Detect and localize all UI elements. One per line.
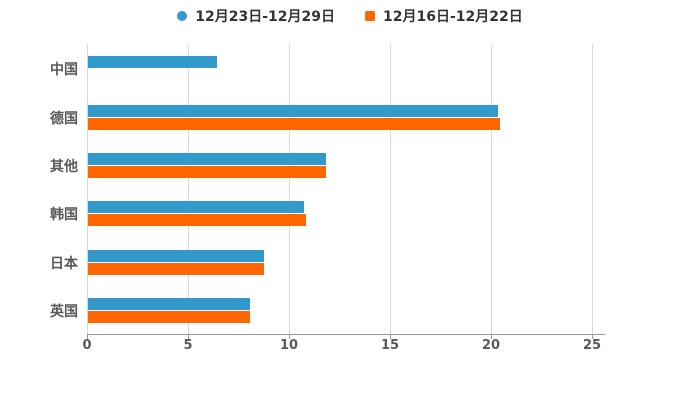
legend-square-marker-icon — [365, 11, 375, 21]
x-axis-tick-label-10: 10 — [279, 338, 299, 353]
x-axis-tick-label-15: 15 — [380, 338, 400, 353]
plot-area: 0 5 10 15 20 25 中国德国其他韩国日本英国 — [50, 45, 605, 353]
x-axis-tick-label-5: 5 — [183, 338, 193, 353]
legend: 12月23日-12月29日 12月16日-12月22日 — [0, 5, 700, 27]
legend-label-week-dec16-22: 12月16日-12月22日 — [383, 9, 523, 25]
gridline-x0 — [87, 45, 88, 334]
gridline-x10 — [289, 45, 290, 334]
bar-韩国-series-2 — [88, 214, 307, 227]
legend-item-week-dec23-29[interactable]: 12月23日-12月29日 — [177, 6, 335, 26]
gridline-x20 — [491, 45, 492, 334]
x-axis-tick-10 — [289, 334, 290, 339]
bar-英国-series-1 — [88, 297, 250, 310]
bar-中国-series-1 — [88, 56, 218, 69]
gridline-x5 — [188, 45, 189, 334]
bar-德国-series-2 — [88, 117, 501, 130]
x-axis-tick-label-20: 20 — [481, 338, 501, 353]
x-axis-tick-label-0: 0 — [82, 338, 92, 353]
legend-circle-marker-icon — [177, 11, 188, 21]
x-axis-tick-25 — [592, 334, 593, 339]
bar-英国-series-2 — [88, 310, 250, 323]
x-axis-tick-20 — [491, 334, 492, 339]
category-label-3: 其他 — [50, 158, 78, 175]
x-axis-tick-0 — [87, 334, 88, 339]
bar-日本-series-2 — [88, 262, 264, 275]
bar-德国-series-1 — [88, 104, 499, 117]
x-axis-tick-15 — [390, 334, 391, 339]
bar-其他-series-1 — [88, 152, 327, 165]
legend-item-week-dec16-22[interactable]: 12月16日-12月22日 — [365, 6, 523, 26]
bar-韩国-series-1 — [88, 201, 305, 214]
gridline-x25 — [592, 45, 593, 334]
category-label-1: 中国 — [50, 62, 78, 79]
category-label-4: 韩国 — [50, 207, 78, 224]
category-label-6: 英国 — [50, 303, 78, 320]
bar-其他-series-2 — [88, 165, 327, 178]
category-label-5: 日本 — [50, 255, 78, 272]
x-axis-tick-label-25: 25 — [582, 338, 602, 353]
category-label-2: 德国 — [50, 110, 78, 127]
bar-日本-series-1 — [88, 249, 264, 262]
gridline-x15 — [390, 45, 391, 334]
legend-label-week-dec23-29: 12月23日-12月29日 — [195, 9, 335, 25]
x-axis-tick-5 — [188, 334, 189, 339]
